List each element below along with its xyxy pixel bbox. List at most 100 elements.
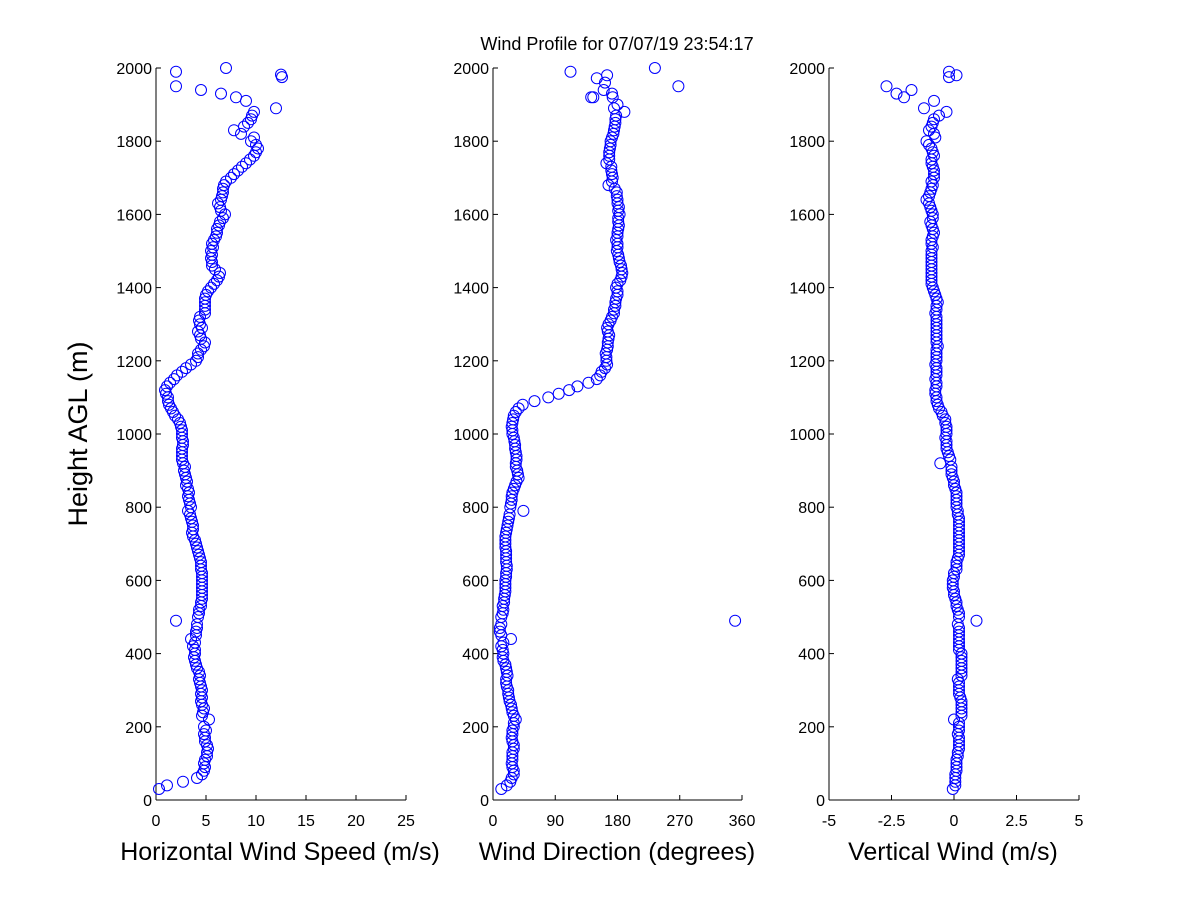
direction-y-tick-label: 400 xyxy=(462,647,489,664)
speed-data-point xyxy=(193,548,205,561)
speed-data-point xyxy=(184,497,196,510)
vertical-wind-data-point xyxy=(939,417,952,429)
speed-data-point xyxy=(196,684,208,697)
vertical-wind-data-point xyxy=(880,80,893,93)
vertical-wind-data-point xyxy=(918,102,930,115)
speed-data-point xyxy=(162,395,174,408)
speed-data-point xyxy=(188,651,200,664)
speed-data-point xyxy=(193,314,205,327)
direction-data-point xyxy=(563,384,576,397)
direction-data-point xyxy=(512,402,525,415)
vertical-wind-data-point xyxy=(943,71,955,84)
vertical-wind-y-tick-label: 0 xyxy=(816,793,825,810)
direction-data-point xyxy=(552,387,565,400)
direction-data-point xyxy=(613,256,626,268)
speed-data-point xyxy=(181,475,193,488)
direction-data-point xyxy=(590,72,603,85)
speed-data-point xyxy=(194,552,206,565)
direction-data-point xyxy=(610,186,623,199)
speed-data-point xyxy=(168,373,180,386)
vertical-wind-data-point xyxy=(955,651,968,664)
direction-x-tick-label: 270 xyxy=(666,813,693,830)
vertical-wind-data-point xyxy=(939,413,952,426)
vertical-wind-data-point xyxy=(890,87,903,100)
direction-x-tick-label: 360 xyxy=(729,813,756,830)
speed-data-point xyxy=(232,164,244,177)
direction-axis-label: Wind Direction (degrees) xyxy=(479,838,756,866)
speed-data-point xyxy=(240,157,252,170)
vertical-wind-data-point xyxy=(948,567,960,580)
speed-x-tick-label: 20 xyxy=(347,813,365,830)
vertical-wind-x-tick-label: -5 xyxy=(822,813,836,830)
direction-data-point xyxy=(506,706,519,719)
speed-y-tick-label: 2000 xyxy=(116,61,152,78)
speed-data-point xyxy=(198,340,210,353)
vertical-wind-data-point xyxy=(923,124,935,137)
speed-data-point xyxy=(176,365,188,378)
speed-data-point xyxy=(215,193,227,206)
speed-data-point xyxy=(197,706,209,719)
direction-data-point xyxy=(610,190,623,203)
speed-data-point xyxy=(205,281,217,294)
speed-data-point xyxy=(202,285,214,298)
speed-data-point xyxy=(190,658,202,671)
direction-data-point xyxy=(500,662,513,675)
speed-data-point xyxy=(180,471,192,484)
direction-x-tick-label: 180 xyxy=(604,813,631,830)
speed-data-point xyxy=(202,742,214,755)
direction-x-tick-label: 0 xyxy=(489,813,498,830)
vertical-wind-data-point xyxy=(950,490,963,503)
vertical-wind-y-tick-label: 800 xyxy=(798,500,825,517)
vertical-wind-data-point xyxy=(951,618,964,631)
speed-data-point xyxy=(212,197,224,210)
direction-data-point xyxy=(507,413,520,426)
direction-y-tick-label: 1800 xyxy=(453,134,489,151)
speed-data-point xyxy=(230,91,242,104)
speed-data-point xyxy=(242,116,254,129)
direction-data-point xyxy=(611,277,624,290)
vertical-wind-data-point xyxy=(920,193,933,206)
direction-data-point xyxy=(542,391,555,404)
vertical-wind-y-tick-label: 400 xyxy=(798,647,825,664)
vertical-wind-y-tick-label: 1000 xyxy=(789,427,825,444)
vertical-wind-x-tick-label: 5 xyxy=(1075,813,1084,830)
speed-data-point xyxy=(194,669,206,682)
direction-data-point xyxy=(609,116,622,129)
direction-data-point xyxy=(516,398,529,411)
speed-data-point xyxy=(191,541,203,554)
vertical-wind-data-point xyxy=(948,713,960,726)
direction-data-point xyxy=(616,267,629,279)
speed-x-tick-label: 25 xyxy=(397,813,415,830)
speed-data-point xyxy=(215,87,227,100)
speed-data-point xyxy=(172,413,184,426)
speed-y-tick-label: 0 xyxy=(143,793,152,810)
speed-y-tick-label: 1400 xyxy=(116,281,152,298)
vertical-wind-data-point xyxy=(925,237,938,250)
direction-y-tick-label: 600 xyxy=(462,573,489,590)
speed-data-point xyxy=(190,537,202,550)
direction-y-tick-label: 1000 xyxy=(453,427,489,444)
direction-data-point xyxy=(512,471,525,484)
speed-y-tick-label: 200 xyxy=(125,720,152,737)
vertical-wind-data-point xyxy=(970,614,983,627)
speed-data-point xyxy=(248,131,260,144)
speed-data-point xyxy=(211,226,223,239)
speed-y-tick-label: 800 xyxy=(125,500,152,517)
speed-data-point xyxy=(161,779,173,792)
direction-data-point xyxy=(493,625,506,638)
vertical-wind-data-point xyxy=(945,468,958,481)
vertical-wind-data-point xyxy=(940,105,953,118)
speed-data-point xyxy=(192,347,204,360)
direction-data-point xyxy=(564,65,577,78)
vertical-wind-data-point xyxy=(920,135,933,148)
speed-data-point xyxy=(170,80,182,93)
direction-data-point xyxy=(599,76,611,89)
speed-data-point xyxy=(244,153,256,166)
vertical-wind-data-point xyxy=(935,406,948,418)
speed-data-point xyxy=(248,105,260,118)
speed-data-point xyxy=(177,775,189,788)
speed-data-point xyxy=(153,783,165,795)
vertical-wind-data-point xyxy=(926,212,939,225)
direction-data-point xyxy=(587,91,600,104)
